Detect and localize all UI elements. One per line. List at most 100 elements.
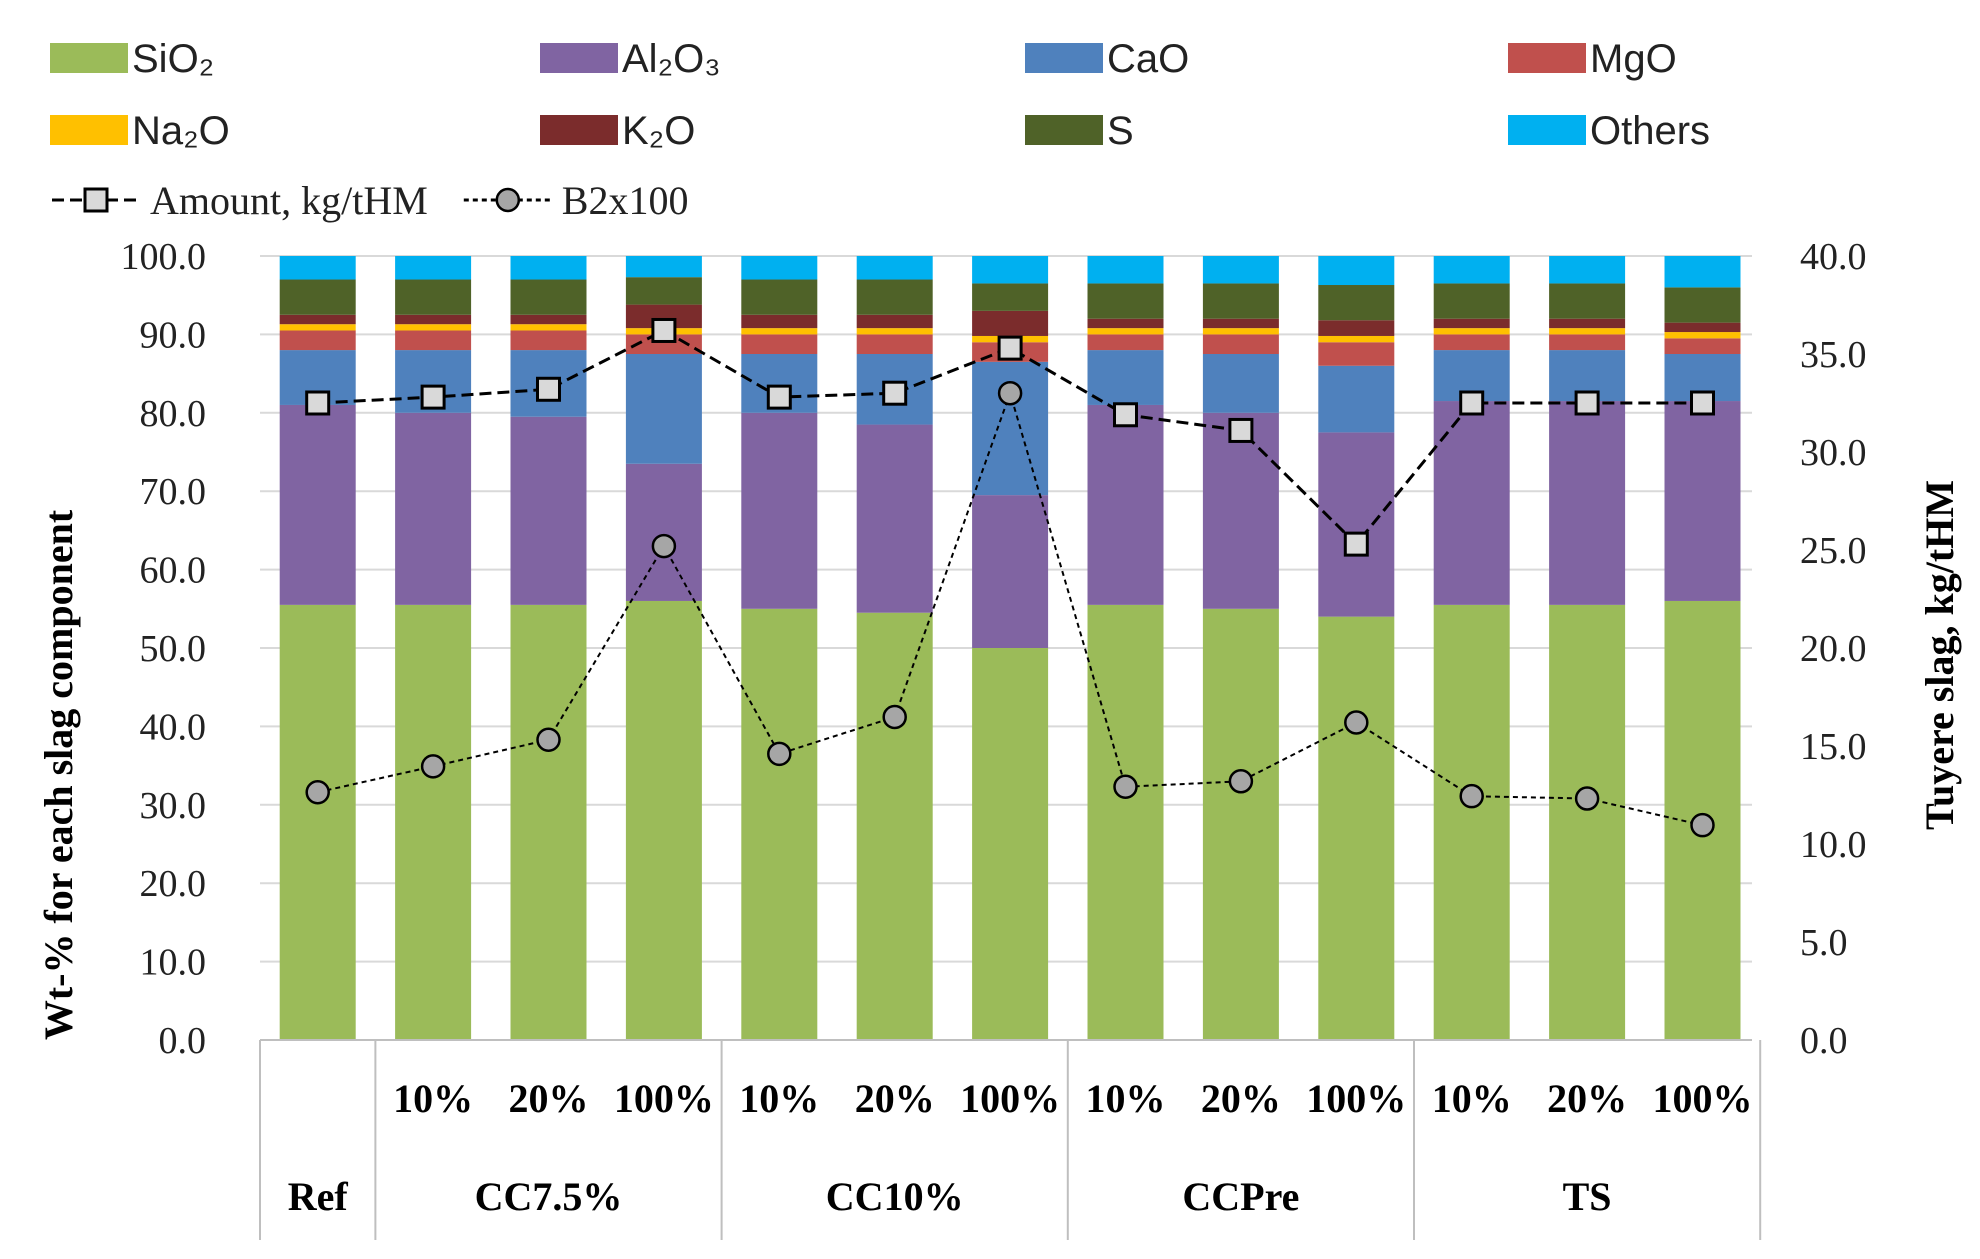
amount-marker <box>1228 417 1254 443</box>
category-tick-label: 10% <box>393 1076 473 1121</box>
y-tick-label: 40.0 <box>140 706 207 748</box>
y-right-tick-label: 40.0 <box>1800 236 1867 278</box>
y-right-tick-label: 5.0 <box>1800 922 1848 964</box>
amount-marker <box>1574 390 1600 416</box>
category-tick-label: 100% <box>960 1076 1060 1121</box>
bar-segment-al-o <box>279 404 356 605</box>
legend-swatch-mgo <box>1508 43 1586 73</box>
bar-segment-al-o <box>625 463 702 601</box>
bar-segment-others <box>625 256 702 278</box>
category-tick-label: 100% <box>1306 1076 1406 1121</box>
bar-segment-sio <box>1318 616 1395 1040</box>
bar-segment-s <box>972 283 1049 311</box>
y-right-tick-label: 0.0 <box>1800 1020 1848 1062</box>
legend-label-amount-kg-thm: Amount, kg/tHM <box>150 178 428 223</box>
bar-segment-al-o <box>1664 401 1741 601</box>
y-tick-label: 10.0 <box>140 942 207 984</box>
bar-segment-mgo <box>1318 342 1395 366</box>
b2-marker <box>305 780 330 805</box>
bar-segment-na-o <box>279 324 356 331</box>
bar-segment-mgo <box>741 334 818 354</box>
amount-marker <box>1690 390 1715 416</box>
y-right-tick-label: 15.0 <box>1800 726 1867 768</box>
bar-segment-s <box>1087 283 1164 319</box>
legend-label-s: S <box>1107 109 1134 153</box>
bar-segment-others <box>1087 256 1164 284</box>
bar-segment-k-o <box>395 314 472 325</box>
bar-segment-others <box>741 256 818 280</box>
bar-segment-sio <box>279 604 356 1040</box>
bar-segment-k-o <box>1087 318 1164 329</box>
bar-segment-cao <box>1087 350 1164 405</box>
y-right-tick-label: 20.0 <box>1800 628 1867 670</box>
bar-segment-mgo <box>625 334 702 354</box>
bar-segment-mgo <box>510 330 587 351</box>
bar-segment-s <box>1549 283 1626 319</box>
bar-segment-others <box>1549 256 1626 284</box>
bar-segment-k-o <box>625 304 702 329</box>
bar-segment-sio <box>972 648 1049 1040</box>
y-axis-label-right: Tuyere slag, kg/tHM <box>1917 480 1962 830</box>
bar-segment-s <box>1318 285 1395 321</box>
bar-segment-s <box>1664 287 1741 323</box>
legend-marker-circle <box>495 187 521 213</box>
bar-segment-k-o <box>1664 322 1741 333</box>
bar-segment-s <box>741 279 818 315</box>
category-axis: Ref CC7.5% 10% 20% 100% CC10% 10% 20% 100% CCPre 1… <box>259 1040 1762 1240</box>
bar-segment-others <box>972 256 1049 284</box>
bar-segment-sio <box>1433 604 1510 1040</box>
category-tick-label: 10% <box>739 1076 819 1121</box>
y-tick-label: 80.0 <box>140 393 207 435</box>
y-axis-label-left: Wt-% for each slag component <box>36 509 81 1040</box>
bar-segment-others <box>1433 256 1510 284</box>
bar-segment-na-o <box>1549 328 1626 335</box>
amount-marker <box>536 376 561 402</box>
bar-segment-s <box>625 277 702 305</box>
bar-segment-k-o <box>1202 318 1279 329</box>
legend-swatch-sio <box>50 43 128 73</box>
bar-segment-k-o <box>1318 320 1395 336</box>
bar-segment-others <box>1318 256 1395 286</box>
bar-segment-sio <box>1202 608 1279 1040</box>
bar-segment-mgo <box>279 330 356 351</box>
amount-marker <box>305 390 331 416</box>
bar-segment-s <box>1202 283 1279 319</box>
axes: 0.0 10.0 20.0 30.0 40.0 50.0 60.0 70.0 80.0 90.0 1… <box>121 236 1867 1062</box>
bar-segment-others <box>279 256 356 280</box>
legend-swatch-na-o <box>50 115 128 145</box>
b2-marker <box>997 380 1023 406</box>
bar-segment-al-o <box>510 416 587 605</box>
bar-segment-sio <box>741 608 818 1040</box>
y-tick-label: 70.0 <box>140 471 207 513</box>
y-tick-label: 100.0 <box>121 236 207 278</box>
bar-segment-mgo <box>1433 334 1510 351</box>
bar-segment-others <box>856 256 933 280</box>
bar-segment-mgo <box>395 330 472 351</box>
b2-marker <box>1344 710 1369 735</box>
group-label: CCPre <box>1182 1174 1299 1219</box>
bar-segment-s <box>395 279 472 315</box>
bar-segment-na-o <box>1087 328 1164 335</box>
bar-segment-sio <box>625 600 702 1040</box>
bar-segment-na-o <box>395 324 472 331</box>
amount-marker <box>997 335 1023 361</box>
bar-segment-na-o <box>1318 335 1395 343</box>
y-tick-label: 20.0 <box>140 863 207 905</box>
group-label: CC10% <box>826 1174 964 1219</box>
bar-segment-s <box>856 279 933 315</box>
amount-marker <box>1459 390 1485 416</box>
category-tick-label: 20% <box>1201 1076 1281 1121</box>
category-tick-label: 100% <box>614 1076 714 1121</box>
bar-segment-s <box>1433 283 1510 319</box>
y-right-tick-label: 35.0 <box>1800 334 1867 376</box>
bar-segment-al-o <box>972 495 1049 648</box>
legend-label-sio: SiO₂ <box>132 37 214 81</box>
y-tick-label: 90.0 <box>140 314 207 356</box>
legend: SiO₂ Al₂O₃ CaO MgO Na₂O K₂O S Others Amount, kg/… <box>50 37 1710 223</box>
bar-segment-sio <box>395 604 472 1040</box>
amount-marker <box>420 384 446 410</box>
legend-label-al-o: Al₂O₃ <box>622 37 721 81</box>
bar-segment-k-o <box>1549 318 1626 329</box>
bar-segment-al-o <box>856 424 933 613</box>
bar-segment-al-o <box>1549 401 1626 605</box>
